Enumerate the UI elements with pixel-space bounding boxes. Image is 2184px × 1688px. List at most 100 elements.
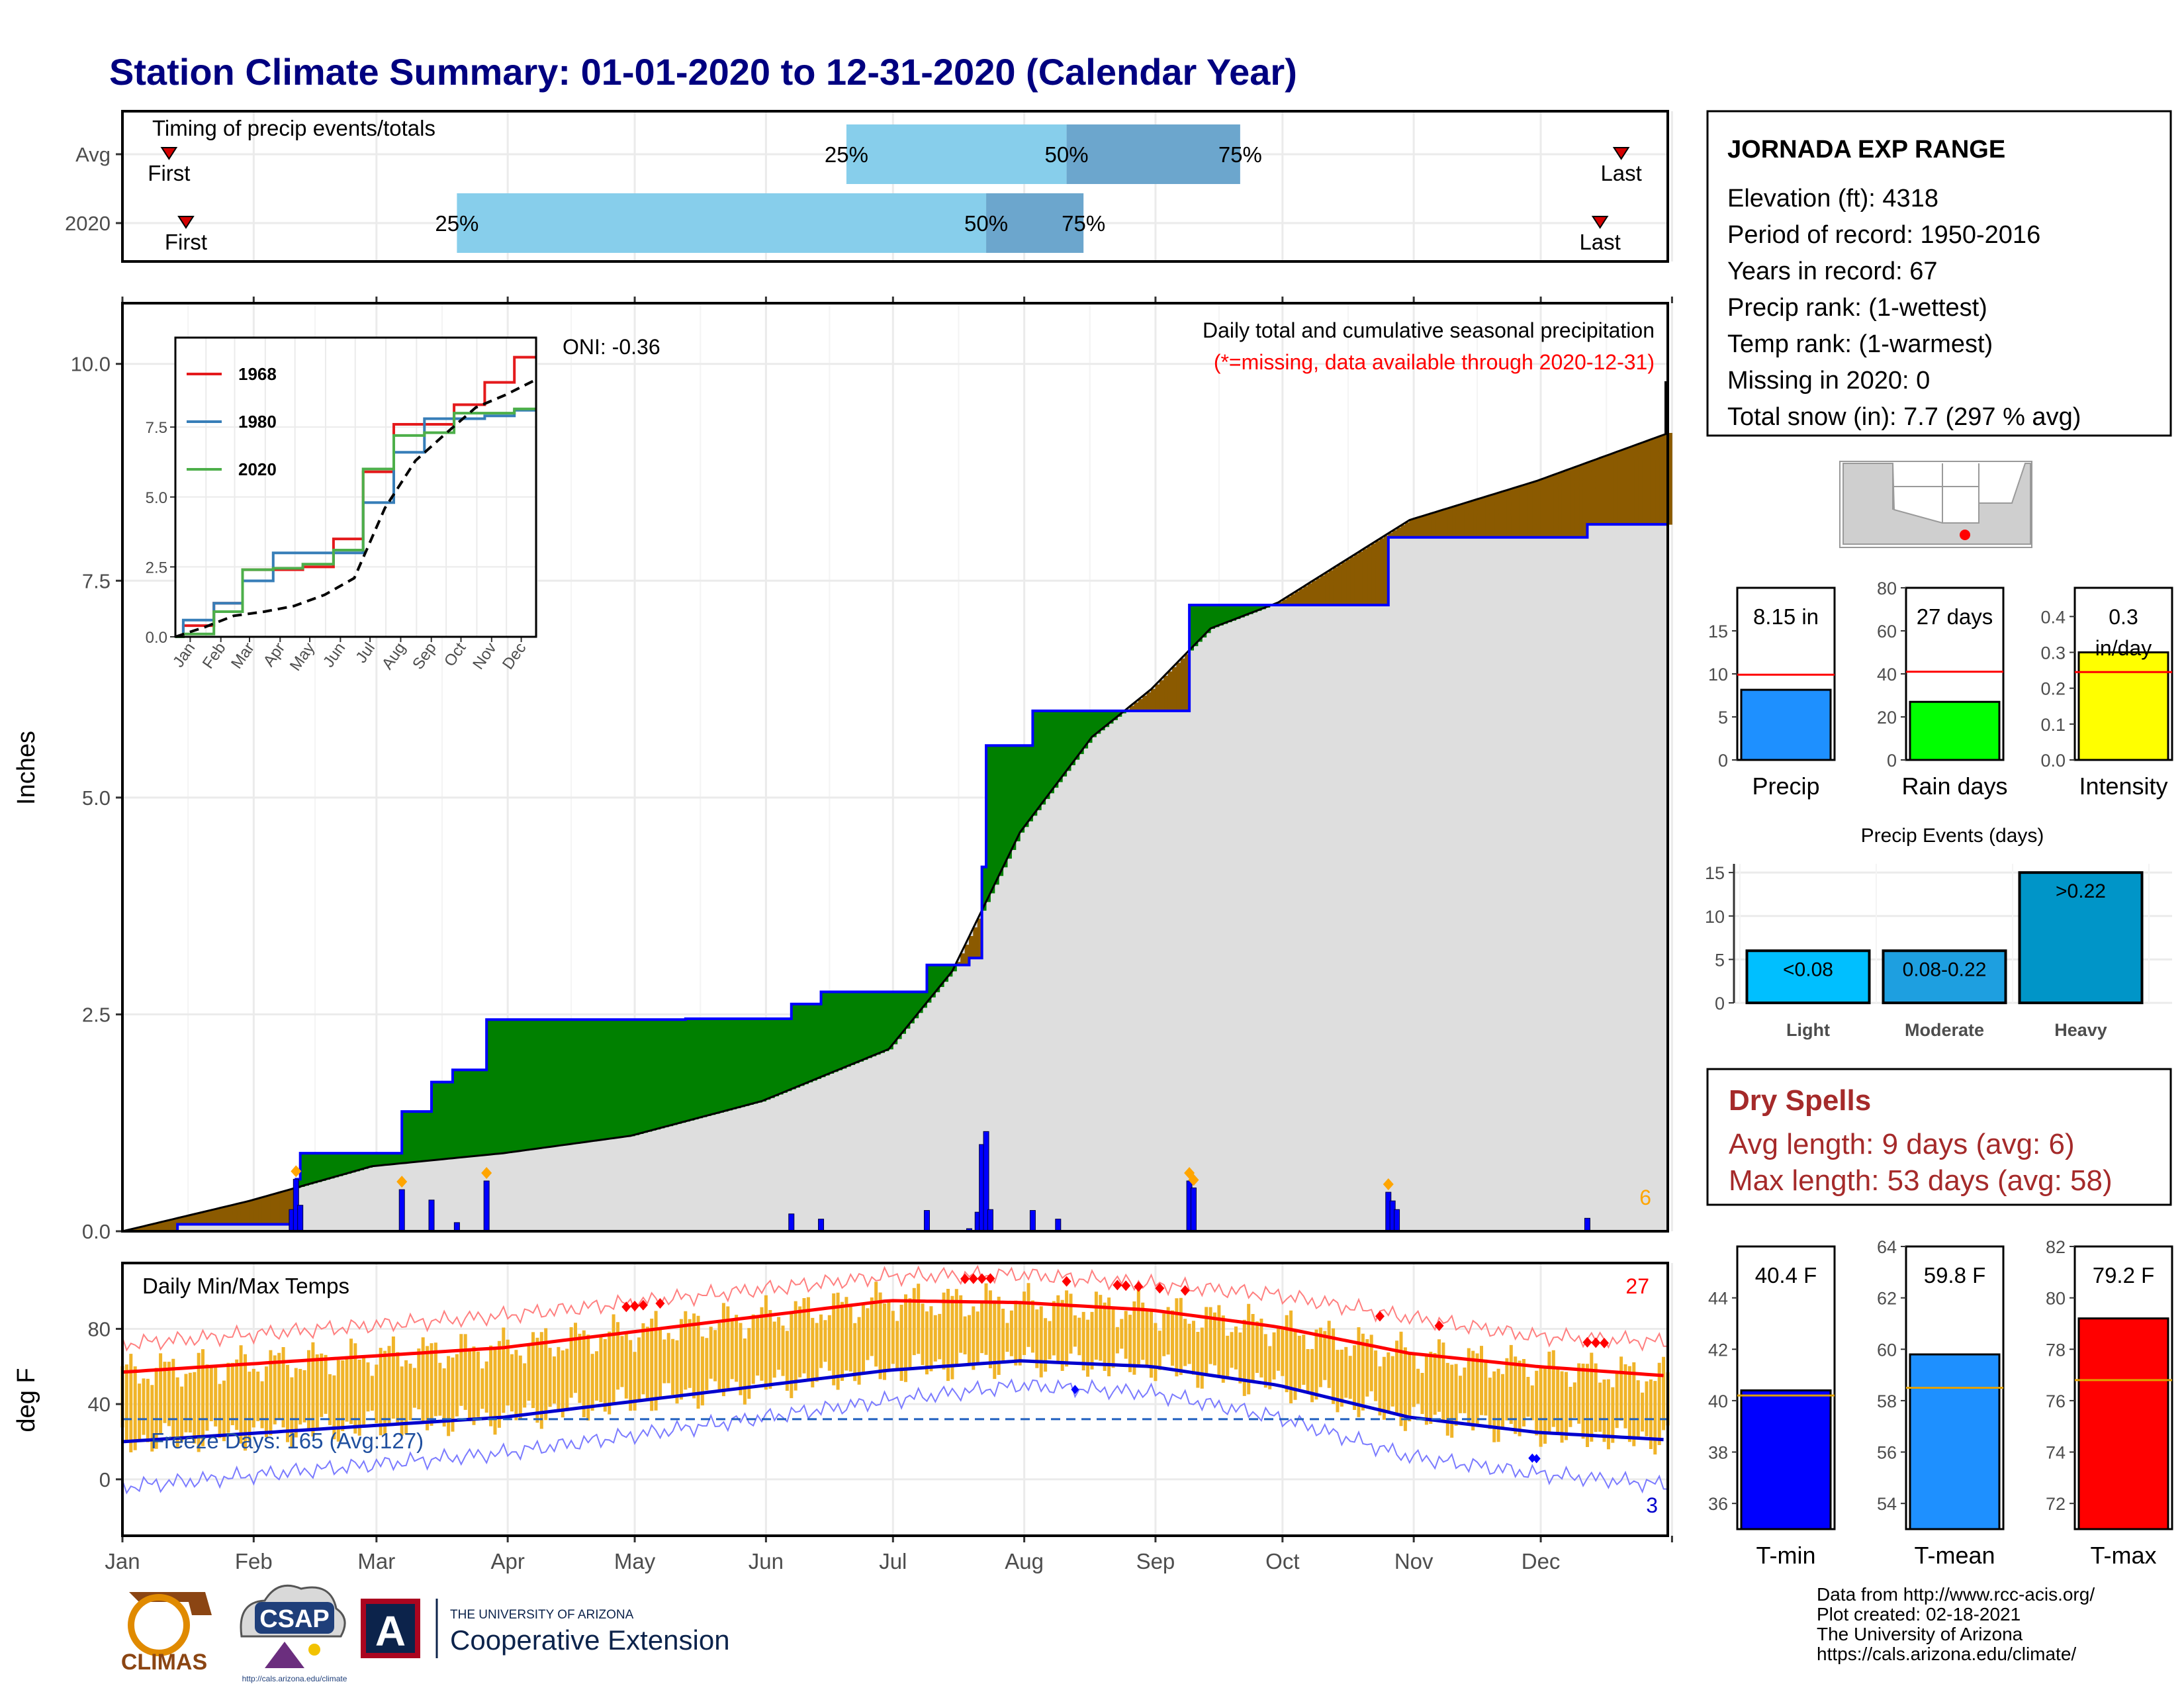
daily-precip-bar [398,1189,405,1232]
gauge-bar [1740,688,1832,761]
events-category-label: Heavy [2054,1020,2107,1040]
gauge-ytick-label: 38 [1708,1443,1728,1463]
main-ytick-label: 2.5 [82,1003,111,1026]
gauge-ytick-label: 40 [1708,1391,1728,1411]
main-ylabel: Inches [13,731,40,805]
record-high-marker [655,1297,665,1309]
gauge-ytick-label: 64 [1877,1237,1897,1257]
observed-cumulative-line [122,523,1668,1233]
station-line: Temp rank: (1-warmest) [1727,330,1993,358]
events-ytick-label: 0 [1715,994,1725,1013]
record-high-marker [1121,1280,1131,1291]
gauge-bar [2077,1317,2169,1530]
gauge-ytick-label: 80 [1877,579,1897,598]
record-high-marker [1155,1283,1165,1294]
gauge-category-label: T-mean [1914,1542,1995,1569]
temp-ylabel: deg F [13,1368,40,1432]
record-high-marker [968,1273,978,1284]
heavy-event-marker [396,1176,408,1188]
record-high-marker [1582,1336,1592,1348]
events-category-label: Light [1786,1020,1830,1040]
timing-first-marker [177,216,195,229]
precip-main-panel: 0.0 2.5 5.0 7.5 10.0 Inches Daily total and cu… [13,297,1673,1243]
timing-last-marker [1591,216,1609,229]
climas-logo-ring [128,1594,190,1656]
month-label: Nov [1394,1549,1433,1573]
oni-label: ONI: -0.36 [563,335,660,359]
month-label: Dec [1522,1549,1561,1573]
station-line: Missing in 2020: 0 [1727,367,1930,395]
dry-spells-box: Dry Spells Avg length: 9 days (avg: 6) M… [1706,1068,2172,1206]
footer-credits: Data from http://www.rcc-acis.org/ Plot … [1817,1584,2095,1664]
month-label: Feb [235,1549,273,1573]
record-high-marker [1375,1311,1385,1322]
ua-logo-inner [366,1604,415,1653]
inset-series-line [175,408,536,638]
heavy-event-marker [1188,1174,1199,1186]
events-bar [2018,871,2144,1004]
gauge-value-label: 0.3 [2109,605,2138,629]
events-bar-label: >0.22 [2056,880,2106,902]
gauge-bar [1909,700,2001,761]
events-ytick-label: 15 [1705,863,1725,883]
gauge-ytick-label: 58 [1877,1391,1897,1411]
dry-spells-avg: Avg length: 9 days (avg: 6) [1729,1128,2075,1160]
gauge-ytick-label: 82 [2046,1237,2066,1257]
events-bar-label: <0.08 [1783,959,1833,980]
freeze-days-label: Freeze Days: 165 (Avg:127) [151,1429,424,1453]
timing-bar-50-75 [986,193,1084,253]
gauge-ytick-label: 10 [1708,665,1728,684]
daily-precip-bar [1584,1217,1590,1232]
gauge-ytick-label: 76 [2046,1391,2066,1411]
station-location-marker [1960,530,1970,540]
inset-ytick-label: 0.0 [146,629,167,647]
timing-row-label: Avg [75,143,111,166]
month-label: Jan [105,1549,140,1573]
csap-logo-sun [308,1644,320,1656]
events-bar [1882,949,2007,1004]
gauge-ytick-label: 62 [1877,1289,1897,1309]
gauge-value-label: in/day [2095,636,2152,660]
temp-ytick-label: 0 [99,1468,111,1491]
record-high-marker [1180,1285,1190,1296]
timing-bar-25-50 [846,124,1067,184]
gauge-ytick-label: 36 [1708,1494,1728,1514]
record-high-marker [1591,1337,1601,1348]
map-land [1843,463,2031,545]
precip-gauges: 0 5 10 15 8.15 in Precip 0 20 40 60 80 27 days Rain … [1708,579,2173,800]
avg-cumulative-area [122,433,1668,1231]
month-label: May [614,1549,656,1573]
record-high-marker [1434,1320,1444,1331]
main-ytick-label: 7.5 [82,569,111,592]
timing-last-label: Last [1600,161,1641,185]
timing-first-label: First [165,230,207,254]
month-label: Sep [1136,1549,1175,1573]
avg-cumulative-line [122,432,1668,1233]
record-high-marker [638,1299,648,1311]
temp-plot-title: Daily Min/Max Temps [142,1274,349,1298]
ua-logo-letter: A [375,1607,406,1655]
csap-logo-badge [255,1602,334,1634]
main-plot-subtitle: (*=missing, data available through 2020-… [1214,350,1655,374]
gauge-ytick-label: 0.2 [2040,679,2066,699]
gauge-ytick-label: 0.0 [2040,751,2066,771]
dry-spells-title: Dry Spells [1729,1084,1871,1117]
heavy-event-marker [1383,1178,1394,1191]
inset-frame [174,336,537,638]
gauge-value-label: 59.8 F [1924,1263,1986,1288]
gauge-ytick-label: 44 [1708,1289,1728,1309]
station-line: Years in record: 67 [1727,258,1938,285]
timing-bar-50-75 [1066,124,1240,184]
timing-pct-label: 50% [1045,142,1089,167]
inset-series-line [175,407,536,638]
gauge-ytick-label: 72 [2046,1494,2066,1514]
heavy-event-marker [481,1167,492,1180]
climas-logo: CLIMAS [111,1585,217,1678]
record-high-marker [1134,1281,1144,1292]
month-label: Mar [357,1549,395,1573]
inset-legend-label: 2020 [238,459,277,479]
heavy-event-marker [291,1165,302,1178]
record-high-count: 27 [1625,1274,1649,1298]
gauge-category-label: Rain days [1901,773,2007,800]
csap-logo: CSAP http://cals.arizona.edu/climate [240,1584,347,1683]
